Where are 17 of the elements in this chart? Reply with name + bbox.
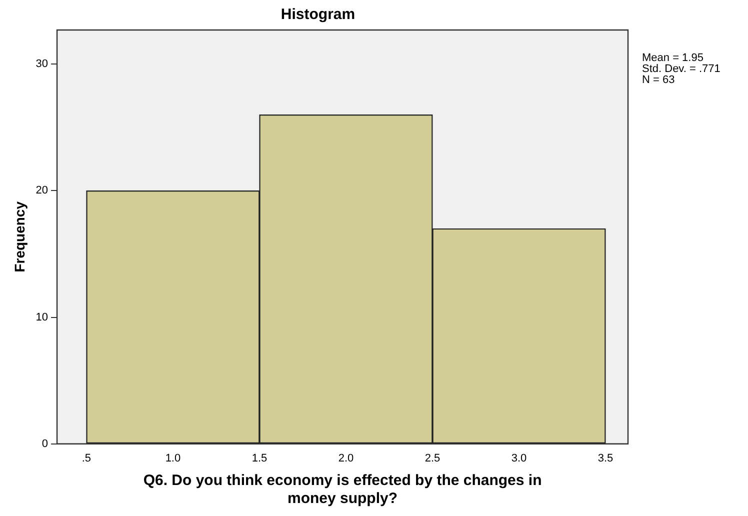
y-tick-label: 20 xyxy=(36,184,48,197)
y-tick-label: 0 xyxy=(42,438,48,450)
text: Mean = 1.95 xyxy=(642,52,704,64)
text: Std. Dev. = .771 xyxy=(642,63,720,75)
x-axis-title: Q6. Do you think economy is effected by the changes in money supply? xyxy=(143,472,542,508)
x-tick-label: 1.0 xyxy=(165,452,181,464)
x-tick-label: 1.5 xyxy=(252,452,268,464)
x-tick-label: 2.5 xyxy=(424,452,440,464)
y-tick-label: 10 xyxy=(36,311,48,324)
x-tick-label: 3.5 xyxy=(598,452,614,464)
y-axis-title: Frequency xyxy=(11,201,28,272)
text: N = 63 xyxy=(642,74,676,86)
y-tick-label: 30 xyxy=(36,58,48,70)
x-tick-label: .5 xyxy=(82,452,92,464)
x-tick-label: 3.0 xyxy=(511,452,527,464)
x-tick-label: 2.0 xyxy=(338,452,354,464)
chart-title: Histogram xyxy=(280,6,356,24)
